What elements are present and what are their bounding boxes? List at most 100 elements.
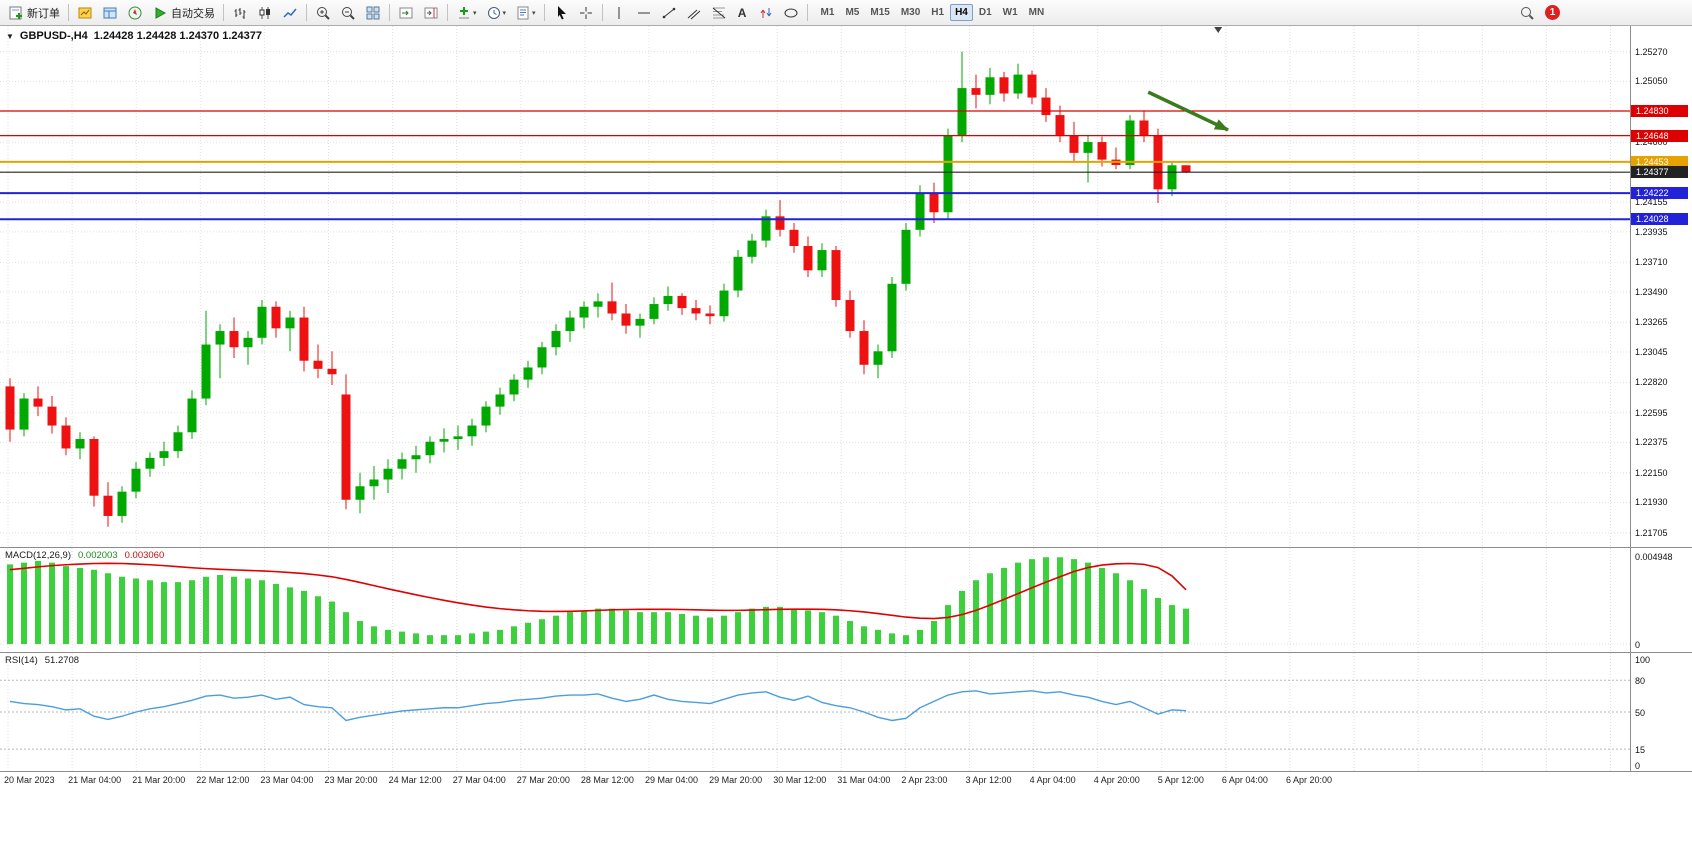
zoom-in-icon: [317, 6, 330, 20]
price-axis-label: 1.23490: [1635, 286, 1668, 297]
time-axis-label: 29 Mar 04:00: [645, 775, 699, 785]
macd-panel[interactable]: [0, 548, 1692, 652]
market-watch-icon: [78, 7, 92, 18]
rsi-indicator-label: RSI(14) 51.2708: [5, 655, 79, 666]
time-axis-label: 31 Mar 04:00: [837, 775, 891, 785]
time-axis-label: 23 Mar 20:00: [324, 775, 378, 785]
timeframe-toolbar: M1 M5 M15 M30 H1 H4 D1 W1 MN: [816, 4, 1050, 21]
toolbar-separator: [601, 4, 603, 21]
price-level-badge: 1.24453: [1631, 155, 1688, 168]
rsi-axis-label: 80: [1635, 676, 1646, 687]
macd-main-value: 0.002003: [78, 550, 118, 561]
level-lines-layer: [0, 110, 1630, 221]
zoom-out-button[interactable]: [336, 2, 360, 23]
macd-histogram: [7, 557, 1189, 644]
equidistant-channel-icon: [687, 9, 700, 19]
time-axis-label: 21 Mar 04:00: [68, 775, 122, 785]
toolbar-separator: [543, 4, 545, 21]
main-grid: [0, 26, 1630, 547]
current-price-badge: 1.24377: [1631, 166, 1688, 179]
horizontal-line-tool-button[interactable]: [632, 2, 656, 23]
chart-shift-marker[interactable]: [1214, 27, 1223, 33]
top-toolbar: 新订单 自动交易 ▾ ▾ ▾: [0, 0, 1692, 26]
timeframe-m1-button[interactable]: M1: [820, 7, 835, 18]
time-axis-label: 2 Apr 23:00: [901, 775, 948, 785]
trendline-tool-button[interactable]: [657, 2, 681, 23]
price-level-badge: 1.24028: [1631, 213, 1688, 226]
price-axis-label: 1.23935: [1635, 226, 1668, 237]
toolbar-separator: [68, 4, 69, 21]
price-level-badge: 1.24830: [1631, 105, 1688, 118]
symbol-dropdown-icon[interactable]: ▼: [6, 31, 14, 41]
periods-button[interactable]: ▾: [482, 2, 511, 23]
timeframe-m5-button[interactable]: M5: [845, 7, 860, 18]
arrow-annotation: [1147, 90, 1229, 132]
vertical-line-tool-button[interactable]: [607, 2, 631, 23]
auto-scroll-button[interactable]: [394, 2, 418, 23]
candlestick-chart-icon: [259, 6, 270, 19]
time-axis-label: 29 Mar 20:00: [709, 775, 763, 785]
arrows-tool-button[interactable]: [754, 2, 778, 23]
search-button[interactable]: [1515, 2, 1539, 23]
price-axis-label: 1.25270: [1635, 46, 1668, 57]
chart-workspace: ▼ GBPUSD-,H4 1.24428 1.24428 1.24370 1.2…: [0, 26, 1692, 851]
rsi-axis-label: 0: [1635, 761, 1641, 771]
indicators-button[interactable]: ▾: [452, 2, 481, 23]
candlestick-chart-button[interactable]: [253, 2, 277, 23]
new-order-label: 新订单: [27, 7, 60, 20]
cursor-button[interactable]: [549, 2, 573, 23]
time-axis-label: 6 Apr 04:00: [1221, 775, 1268, 785]
text-tool-button[interactable]: A: [732, 2, 753, 23]
autotrading-button[interactable]: 自动交易: [148, 2, 219, 23]
timeframe-h4-button[interactable]: H4: [950, 4, 973, 21]
market-watch-button[interactable]: [73, 2, 97, 23]
main-chart[interactable]: [0, 26, 1692, 547]
timeframe-m30-button[interactable]: M30: [900, 7, 921, 18]
fibonacci-tool-button[interactable]: [707, 2, 731, 23]
zoom-in-button[interactable]: [311, 2, 335, 23]
line-chart-button[interactable]: [278, 2, 302, 23]
chart-shift-button[interactable]: [419, 2, 443, 23]
timeframe-w1-button[interactable]: W1: [1002, 7, 1018, 18]
data-window-button[interactable]: [98, 2, 122, 23]
time-axis-label: 4 Apr 04:00: [1029, 775, 1076, 785]
indicators-plus-icon: [459, 6, 469, 18]
time-axis-divider: [0, 771, 1692, 772]
templates-button[interactable]: ▾: [511, 2, 540, 23]
line-chart-icon: [283, 8, 297, 18]
chart-symbol-period: GBPUSD-,H4: [19, 30, 88, 42]
navigator-icon: [128, 6, 142, 19]
tile-windows-button[interactable]: [361, 2, 385, 23]
shapes-tool-button[interactable]: [779, 2, 803, 23]
timeframe-h1-button[interactable]: H1: [931, 7, 945, 18]
chart-shift-icon: [424, 7, 438, 18]
new-order-button[interactable]: 新订单: [4, 2, 64, 23]
toolbar-separator: [389, 4, 390, 21]
bar-chart-button[interactable]: [228, 2, 252, 23]
rsi-panel[interactable]: [0, 653, 1692, 771]
rsi-axis-label: 50: [1635, 708, 1646, 718]
crosshair-button[interactable]: [574, 2, 598, 23]
chart-header: ▼ GBPUSD-,H4 1.24428 1.24428 1.24370 1.2…: [6, 30, 262, 42]
timeframe-mn-button[interactable]: MN: [1028, 7, 1045, 18]
panel-divider[interactable]: [0, 547, 1692, 548]
price-axis-border: [1630, 26, 1631, 771]
ellipse-shape-icon: [784, 8, 798, 17]
rsi-axis-label: 15: [1635, 745, 1646, 756]
toolbar-separator: [306, 4, 307, 21]
notification-badge[interactable]: 1: [1545, 5, 1560, 20]
panel-divider[interactable]: [0, 652, 1692, 653]
navigator-button[interactable]: [123, 2, 147, 23]
price-level-badge: 1.24648: [1631, 129, 1688, 142]
price-axis-label: 1.23710: [1635, 257, 1668, 268]
timeframe-m15-button[interactable]: M15: [870, 7, 890, 18]
channel-tool-button[interactable]: [682, 2, 706, 23]
timeframe-d1-button[interactable]: D1: [978, 7, 992, 18]
toolbar-right-group: 1: [1515, 2, 1560, 23]
time-axis-label: 24 Mar 12:00: [388, 775, 442, 785]
rsi-value: 51.2708: [44, 655, 80, 666]
candles-layer: [5, 51, 1191, 527]
macd-name: MACD(12,26,9): [5, 550, 71, 561]
price-axis-label: 1.23265: [1635, 317, 1668, 328]
